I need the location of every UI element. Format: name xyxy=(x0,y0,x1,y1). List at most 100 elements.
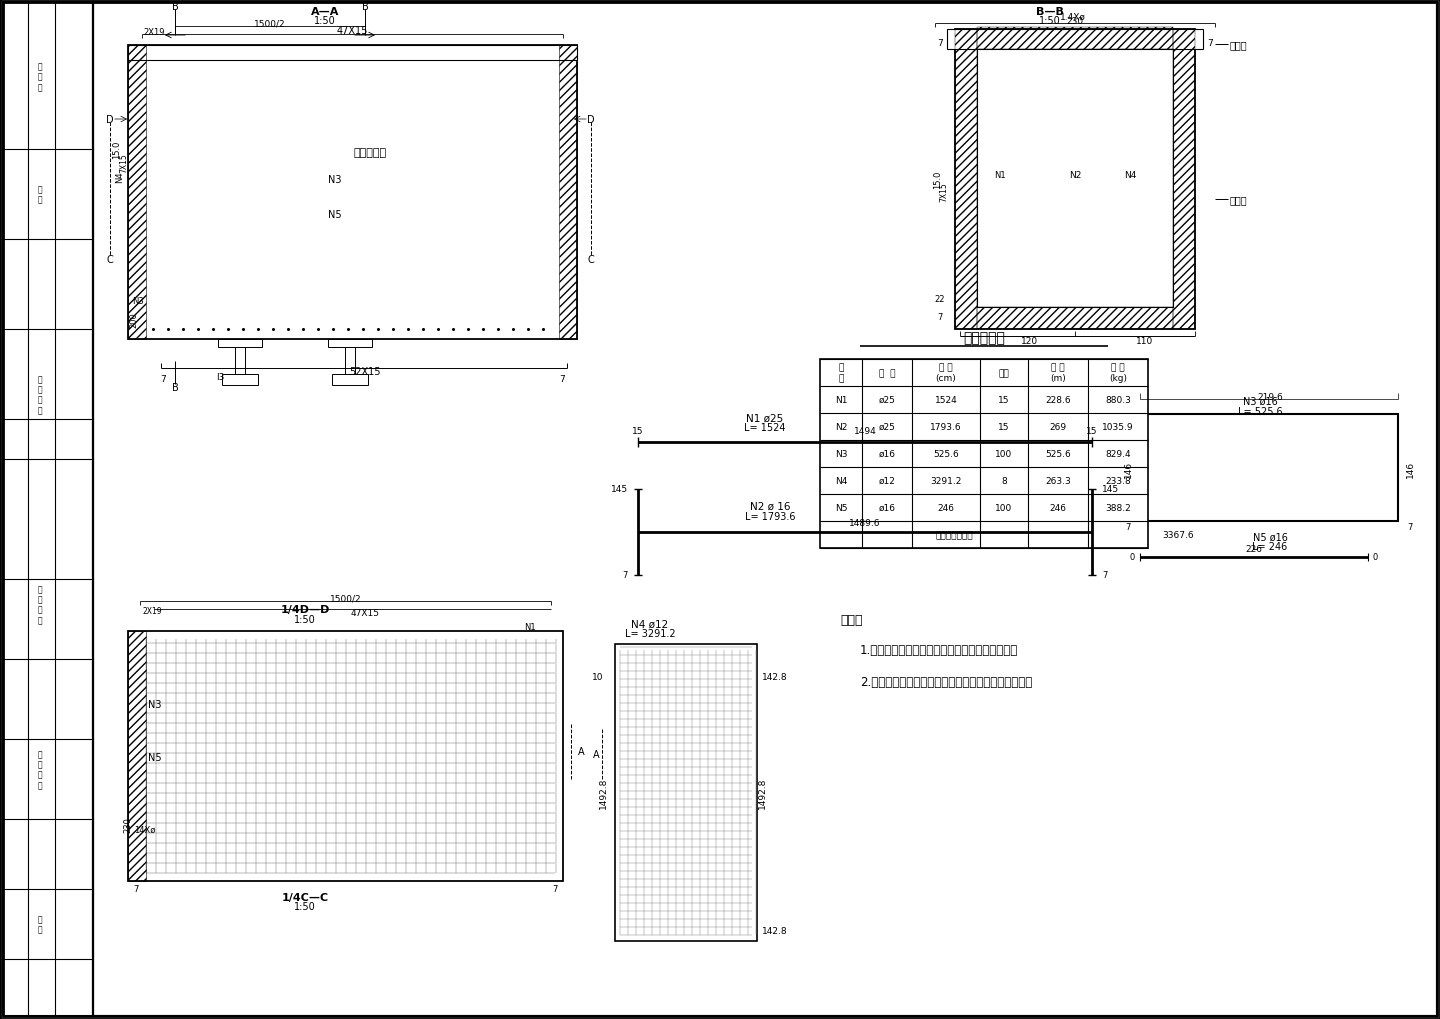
Text: 146: 146 xyxy=(1123,460,1132,477)
Text: 3291.2: 3291.2 xyxy=(930,477,962,485)
Bar xyxy=(217,339,262,347)
Bar xyxy=(819,360,1148,548)
Text: 7: 7 xyxy=(622,571,628,580)
Text: N3 ø16: N3 ø16 xyxy=(1243,396,1277,407)
Text: 施
工
单
位: 施 工 单 位 xyxy=(37,749,42,790)
Text: 880.3: 880.3 xyxy=(1104,395,1130,405)
Bar xyxy=(222,375,258,385)
Text: 226: 226 xyxy=(1246,544,1263,553)
Text: 2X19: 2X19 xyxy=(143,606,161,614)
Text: 7: 7 xyxy=(937,312,943,321)
Text: 230: 230 xyxy=(124,816,132,833)
Text: 施
工
图
纸: 施 工 图 纸 xyxy=(37,584,42,625)
Text: L= 525.6: L= 525.6 xyxy=(1238,407,1282,417)
Text: 246: 246 xyxy=(1050,503,1067,513)
Text: 1/4D—D: 1/4D—D xyxy=(281,604,330,614)
Text: 承台顶: 承台顶 xyxy=(1230,40,1247,50)
Bar xyxy=(976,308,1174,330)
Text: 说明：: 说明： xyxy=(840,612,863,626)
Text: N3: N3 xyxy=(148,699,161,709)
Text: 8: 8 xyxy=(1001,477,1007,485)
Text: C: C xyxy=(588,255,595,265)
Text: 10: 10 xyxy=(592,673,603,682)
Text: 7: 7 xyxy=(1125,522,1130,531)
Text: 47X15: 47X15 xyxy=(351,609,380,618)
Text: 7: 7 xyxy=(134,884,138,894)
Text: 100: 100 xyxy=(995,503,1012,513)
Text: N5: N5 xyxy=(835,503,847,513)
Bar xyxy=(976,28,1174,50)
Bar xyxy=(948,30,1202,50)
Text: 1:50: 1:50 xyxy=(1040,16,1061,25)
Bar xyxy=(328,339,372,347)
Text: 总 长
(m): 总 长 (m) xyxy=(1050,364,1066,383)
Text: 829.4: 829.4 xyxy=(1104,449,1130,459)
Text: 525.6: 525.6 xyxy=(1045,449,1071,459)
Text: 1.4Xø: 1.4Xø xyxy=(1060,12,1086,21)
Text: D: D xyxy=(588,115,595,125)
Text: 15: 15 xyxy=(998,423,1009,432)
Text: B—B: B—B xyxy=(1035,7,1064,17)
Text: 以上钉筋合计：: 以上钉筋合计： xyxy=(935,531,973,539)
Text: 120: 120 xyxy=(1021,336,1038,345)
Bar xyxy=(346,347,356,375)
Text: 1489.6: 1489.6 xyxy=(850,518,881,527)
Text: 承台中心线: 承台中心线 xyxy=(353,148,386,158)
Text: L= 246: L= 246 xyxy=(1253,541,1287,551)
Text: 15: 15 xyxy=(1086,427,1097,436)
Text: 2.本图未示台身、前墙的预埋钉筋，施工时注意预埋。: 2.本图未示台身、前墙的预埋钉筋，施工时注意预埋。 xyxy=(860,675,1032,688)
Bar xyxy=(128,632,563,881)
Text: 1/4C—C: 1/4C—C xyxy=(281,892,328,902)
Text: N4: N4 xyxy=(115,171,124,182)
Text: L= 1524: L= 1524 xyxy=(744,423,786,433)
Bar xyxy=(559,46,577,339)
Text: A: A xyxy=(577,746,585,756)
Text: N2: N2 xyxy=(1068,170,1081,179)
Text: I3: I3 xyxy=(216,372,225,381)
Text: 15.0: 15.0 xyxy=(112,141,121,159)
Text: N4 ø12: N4 ø12 xyxy=(631,620,668,630)
Text: 142.8: 142.8 xyxy=(762,673,788,682)
Text: 说
明: 说 明 xyxy=(37,914,42,933)
Text: 承台底: 承台底 xyxy=(1230,195,1247,205)
Text: 7: 7 xyxy=(1407,522,1413,531)
Text: 246: 246 xyxy=(937,503,955,513)
Bar xyxy=(128,632,145,881)
Text: 388.2: 388.2 xyxy=(1104,503,1130,513)
Text: 1:50: 1:50 xyxy=(294,901,315,911)
Text: 15: 15 xyxy=(998,395,1009,405)
Text: N5: N5 xyxy=(148,752,161,762)
Text: 233.8: 233.8 xyxy=(1104,477,1130,485)
Text: 1524: 1524 xyxy=(935,395,958,405)
Bar xyxy=(235,347,245,375)
Text: 7: 7 xyxy=(553,884,557,894)
Text: 142.8: 142.8 xyxy=(762,926,788,935)
Text: 钢筋数量表: 钢筋数量表 xyxy=(963,331,1005,344)
Text: 146: 146 xyxy=(1405,460,1414,477)
Text: 145: 145 xyxy=(1102,485,1119,494)
Text: 0: 0 xyxy=(1130,553,1135,561)
Text: 15: 15 xyxy=(632,427,644,436)
Text: N1 ø25: N1 ø25 xyxy=(746,414,783,424)
Text: 比
例: 比 例 xyxy=(37,185,42,205)
Bar xyxy=(3,3,94,1016)
Bar xyxy=(1140,415,1398,522)
Text: 7: 7 xyxy=(1102,571,1107,580)
Text: 47X15: 47X15 xyxy=(337,25,369,36)
Text: 1:50: 1:50 xyxy=(294,614,315,625)
Text: N2 ø 16: N2 ø 16 xyxy=(750,501,791,512)
Text: 145: 145 xyxy=(611,485,628,494)
Text: B: B xyxy=(171,2,179,12)
Text: 52X15: 52X15 xyxy=(350,367,380,377)
Text: 1:50: 1:50 xyxy=(314,16,336,25)
Bar xyxy=(333,375,369,385)
Bar xyxy=(128,46,577,61)
Text: C: C xyxy=(107,255,114,265)
Text: 长 度
(cm): 长 度 (cm) xyxy=(936,364,956,383)
Text: 7: 7 xyxy=(1207,39,1212,48)
Text: 230: 230 xyxy=(1067,16,1083,25)
Bar xyxy=(976,50,1174,308)
Text: 配
筋
图: 配 筋 图 xyxy=(37,62,42,92)
Text: 直  径: 直 径 xyxy=(878,369,896,378)
Text: N3: N3 xyxy=(132,298,144,306)
